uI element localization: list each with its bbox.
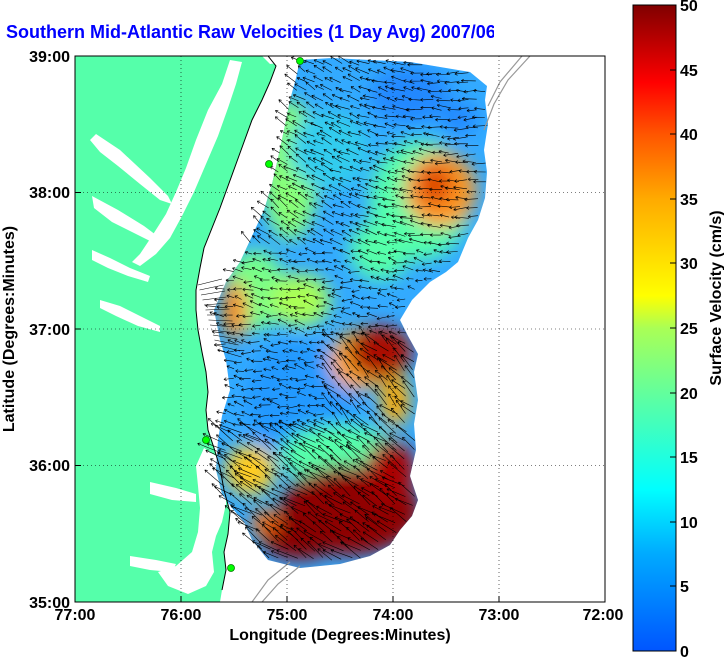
colorbar-tick-label: 45 xyxy=(680,63,698,80)
colorbar-tick-label: 20 xyxy=(680,386,698,403)
colorbar-tick-label: 0 xyxy=(680,644,689,659)
bathymetry-contours xyxy=(251,56,531,602)
x-tick-label: 75:00 xyxy=(267,607,308,624)
colorbar-tick-label: 25 xyxy=(680,321,698,338)
station-marker xyxy=(202,436,210,444)
y-axis-label: Latitude (Degrees:Minutes) xyxy=(1,226,18,432)
y-tick-label: 39:00 xyxy=(29,49,70,66)
colorbar-tick-label: 40 xyxy=(680,127,698,144)
colorbar-label: Surface Velocity (cm/s) xyxy=(708,210,724,385)
colorbar-tick-label: 5 xyxy=(680,579,689,596)
axis-ticks xyxy=(75,192,500,602)
y-tick-label: 38:00 xyxy=(29,185,70,202)
colorbar-tick-label: 15 xyxy=(680,450,698,467)
x-tick-label: 76:00 xyxy=(161,607,202,624)
hf-radar-stations xyxy=(202,57,304,572)
y-tick-label: 35:00 xyxy=(29,595,70,612)
x-axis-label: Longitude (Degrees:Minutes) xyxy=(229,627,450,644)
station-marker xyxy=(227,564,235,572)
station-marker xyxy=(296,57,304,65)
x-tick-label: 74:00 xyxy=(373,607,414,624)
colorbar-tick-label: 35 xyxy=(680,192,698,209)
x-tick-label: 77:00 xyxy=(55,607,96,624)
x-tick-label: 73:00 xyxy=(479,607,520,624)
grid-lines xyxy=(75,56,605,602)
colorbar-tick-label: 10 xyxy=(680,515,698,532)
x-tick-label: 72:00 xyxy=(583,607,624,624)
station-marker xyxy=(265,160,273,168)
coastline xyxy=(195,56,277,591)
y-tick-label: 36:00 xyxy=(29,458,70,475)
colorbar-tick-label: 30 xyxy=(680,256,698,273)
y-tick-label: 37:00 xyxy=(29,322,70,339)
colorbar-tick-label: 50 xyxy=(680,0,698,15)
title-occluder xyxy=(494,20,630,46)
map-title: Southern Mid-Atlantic Raw Velocities (1 … xyxy=(6,22,606,42)
colorbar-ticks xyxy=(670,69,676,587)
colorbar xyxy=(632,4,677,652)
